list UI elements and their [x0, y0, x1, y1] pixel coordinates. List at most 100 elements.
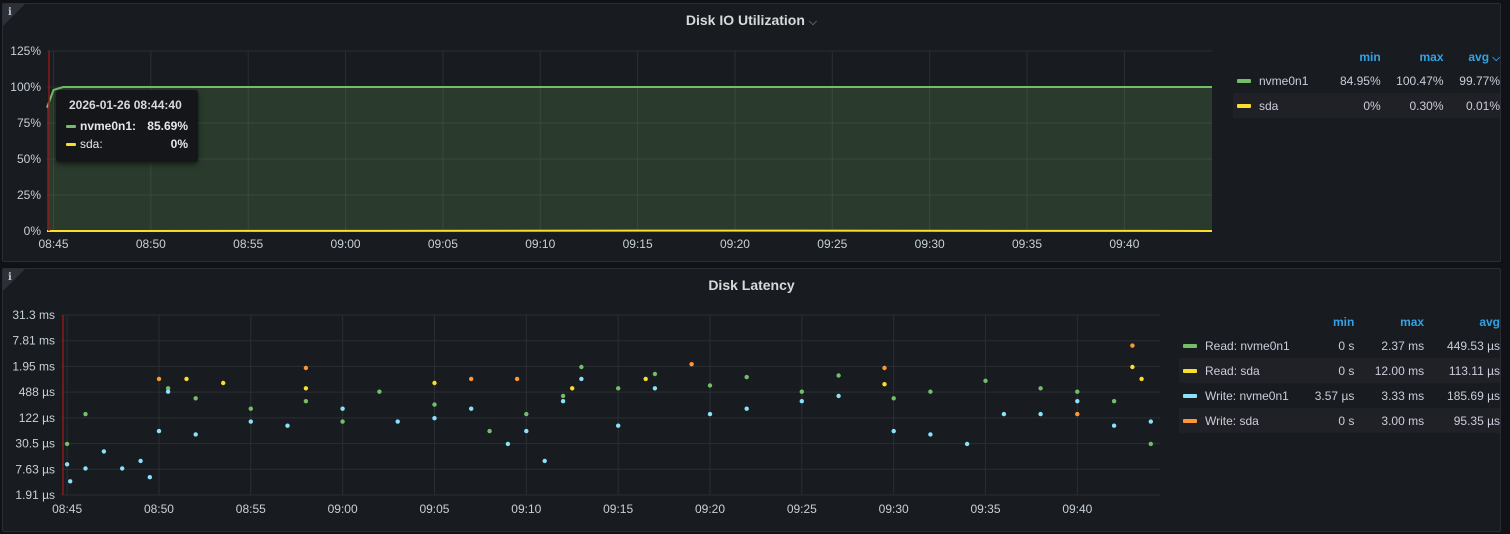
info-icon[interactable]: i — [8, 7, 12, 18]
panel-info-corner[interactable] — [3, 269, 25, 291]
x-tick-label: 09:15 — [623, 237, 653, 251]
legend-row-read-nvme0n1[interactable]: Read: nvme0n1 0 s 2.37 ms 449.53 µs — [1179, 333, 1500, 358]
panel-info-corner[interactable] — [3, 4, 25, 26]
y-tick-label: 1.91 µs — [15, 488, 55, 502]
info-icon[interactable]: i — [8, 272, 12, 283]
legend-max: 3.33 ms — [1381, 388, 1425, 403]
legend-series-name[interactable]: Write: nvme0n1 — [1205, 388, 1289, 403]
legend-avg: 113.11 µs — [1424, 358, 1500, 383]
legend-avg: 449.53 µs — [1447, 338, 1500, 353]
series-color-swatch[interactable] — [1183, 369, 1197, 374]
panel-title[interactable]: Disk Latency — [3, 277, 1500, 293]
legend-series-name[interactable]: Read: nvme0n1 — [1205, 338, 1290, 353]
data-point — [524, 428, 529, 434]
series-color-swatch[interactable] — [1183, 419, 1197, 424]
data-point — [340, 419, 345, 424]
tooltip-row: nvme0n1: 85.69% — [66, 119, 188, 135]
data-point — [68, 479, 73, 484]
data-point — [891, 396, 896, 401]
data-point — [1130, 364, 1135, 370]
y-tick-label: 7.81 ms — [12, 334, 55, 348]
disk-io-utilization-panel: i Disk IO Utilization ⌵ 125% 100% 75% 50% 25… — [2, 3, 1501, 262]
x-tick-label: 08:55 — [233, 237, 263, 251]
data-point — [303, 365, 309, 371]
sort-desc-icon[interactable]: ⌵ — [1492, 53, 1500, 64]
legend-row-write-nvme0n1[interactable]: Write: nvme0n1 3.57 µs 3.33 ms 185.69 µs — [1179, 383, 1500, 408]
data-point — [395, 419, 400, 424]
data-point — [505, 441, 511, 447]
panel-title[interactable]: Disk IO Utilization ⌵ — [3, 12, 1500, 29]
x-tick-label: 08:50 — [144, 502, 174, 516]
legend-avg: 95.35 µs — [1424, 408, 1500, 433]
data-point — [616, 423, 621, 428]
legend-series-name[interactable]: Write: sda — [1205, 413, 1259, 428]
legend-series-name[interactable]: nvme0n1 — [1259, 73, 1309, 88]
legend-row-write-sda[interactable]: Write: sda 0 s 3.00 ms 95.35 µs — [1179, 408, 1500, 433]
legend-row-read-sda[interactable]: Read: sda 0 s 12.00 ms 113.11 µs — [1179, 358, 1500, 383]
legend-header-avg[interactable]: avg — [1479, 315, 1500, 329]
legend-header-min[interactable]: min — [1333, 315, 1355, 329]
legend-header-avg[interactable]: avg ⌵ — [1468, 50, 1500, 64]
tooltip-series-name: nvme0n1: — [80, 119, 137, 133]
data-point — [707, 411, 713, 417]
y-tick-label: 7.63 µs — [15, 462, 55, 476]
legend-header-max[interactable]: max — [1419, 50, 1444, 64]
legend-header-min[interactable]: min — [1359, 50, 1381, 64]
latency-legend: min max avg Read: nvme0n1 0 s 2.37 ms 44… — [1179, 311, 1500, 433]
y-tick-label: 488 µs — [19, 385, 55, 399]
data-point — [248, 419, 253, 424]
y-tick-label: 31.3 ms — [12, 308, 55, 322]
y-tick-label: 0% — [24, 224, 42, 238]
legend-row-nvme0n1[interactable]: nvme0n1 84.95% 100.47% 99.77% — [1233, 68, 1500, 93]
legend-series-name[interactable]: Read: sda — [1205, 363, 1260, 378]
data-point — [147, 475, 152, 480]
data-point — [1075, 389, 1080, 394]
data-point — [643, 376, 648, 382]
data-point — [303, 386, 309, 391]
x-tick-label: 09:00 — [331, 237, 361, 251]
x-tick-label: 09:10 — [525, 237, 555, 251]
series-color-swatch[interactable] — [1183, 394, 1197, 399]
data-point — [836, 393, 841, 399]
data-point — [1139, 376, 1144, 382]
data-point — [156, 428, 162, 434]
data-point — [524, 411, 529, 417]
tooltip-row: sda: 0% — [66, 137, 188, 153]
legend-min: 0 s — [1299, 358, 1355, 383]
x-tick-label: 09:05 — [419, 502, 449, 516]
x-tick-label: 09:35 — [1012, 237, 1042, 251]
data-point — [799, 399, 804, 404]
legend-header-max[interactable]: max — [1400, 315, 1425, 329]
panel-title-text[interactable]: Disk Latency — [708, 277, 795, 293]
data-point — [193, 432, 198, 437]
data-point — [1148, 419, 1154, 424]
legend-row-sda[interactable]: sda 0% 0.30% 0.01% — [1233, 93, 1500, 118]
panel-title-text[interactable]: Disk IO Utilization — [685, 12, 805, 28]
data-point — [83, 466, 88, 471]
data-point — [1001, 411, 1007, 417]
legend-series-name[interactable]: sda — [1259, 98, 1279, 113]
x-tick-label: 09:25 — [817, 237, 847, 251]
x-tick-label: 09:40 — [1062, 502, 1092, 516]
y-tick-label: 125% — [10, 44, 41, 58]
legend-max: 0.30% — [1380, 93, 1444, 118]
disk-latency-chart[interactable]: 31.3 ms 7.81 ms 1.95 ms 488 µs 122 µs 30.5 µs… — [3, 269, 1500, 531]
series-color-swatch[interactable] — [1237, 104, 1251, 109]
data-point — [689, 362, 694, 367]
data-point — [799, 389, 804, 394]
series-line — [46, 86, 1212, 108]
series-color-swatch[interactable] — [1237, 79, 1251, 84]
data-point — [120, 466, 125, 471]
data-point — [744, 374, 749, 380]
series-color-swatch[interactable] — [1183, 344, 1197, 349]
io-utilization-chart[interactable]: 125%100%75%50%25%0%08:45 08:50 08:55 09:00 0… — [3, 4, 1500, 261]
data-point — [1075, 411, 1080, 417]
data-point — [964, 441, 970, 447]
chevron-down-icon[interactable]: ⌵ — [808, 16, 818, 28]
y-tick-label: 122 µs — [19, 411, 55, 425]
legend-min: 0% — [1322, 93, 1381, 118]
data-point — [469, 406, 474, 411]
x-tick-label: 08:45 — [52, 502, 82, 516]
data-point — [542, 458, 547, 464]
tooltip-series-name: sda: — [80, 137, 103, 151]
